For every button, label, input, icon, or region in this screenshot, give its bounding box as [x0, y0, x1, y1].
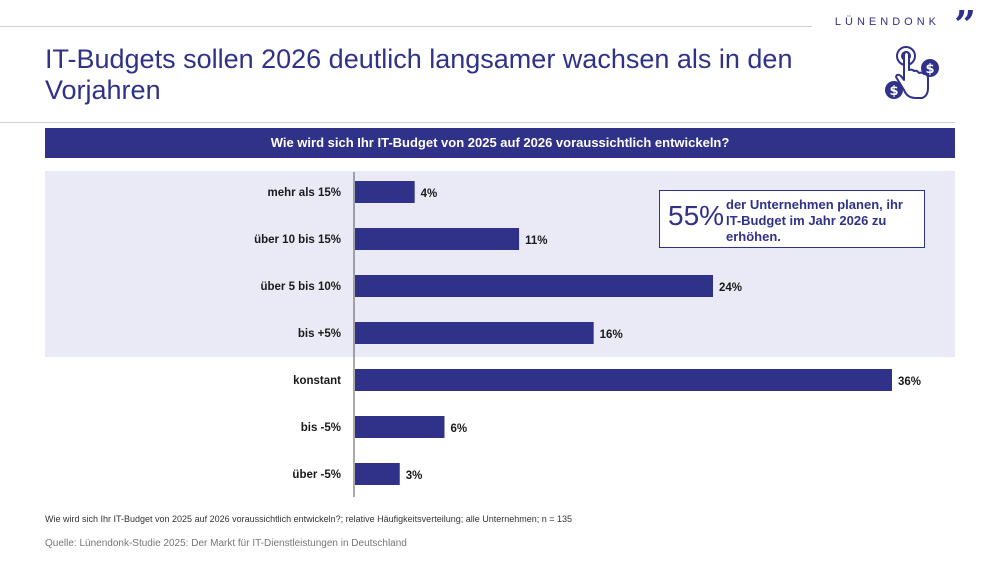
- svg-text:$: $: [889, 84, 898, 99]
- page-title: IT-Budgets sollen 2026 deutlich langsame…: [45, 44, 793, 105]
- category-label-6: über -5%: [292, 469, 341, 481]
- bar-0: [355, 181, 415, 203]
- svg-text:$: $: [925, 62, 934, 77]
- callout-text: der Unternehmen planen, ihr IT-Budget im…: [726, 197, 903, 244]
- value-label-0: 4%: [421, 188, 438, 200]
- top-divider: [0, 26, 812, 27]
- touch-money-icon: $ $: [885, 46, 939, 99]
- bar-1: [355, 228, 520, 250]
- category-label-1: über 10 bis 15%: [254, 234, 341, 246]
- title-divider: [0, 122, 955, 123]
- question-header: Wie wird sich Ihr IT-Budget von 2025 auf…: [45, 128, 955, 158]
- footnote: Wie wird sich Ihr IT-Budget von 2025 auf…: [45, 514, 573, 524]
- category-label-5: bis -5%: [301, 422, 341, 434]
- bar-5: [355, 416, 445, 438]
- value-label-6: 3%: [406, 470, 423, 482]
- value-label-2: 24%: [719, 282, 742, 294]
- category-label-3: bis +5%: [298, 328, 341, 340]
- bar-6: [355, 463, 400, 485]
- bar-4: [355, 369, 892, 391]
- value-label-1: 11%: [525, 235, 547, 247]
- brand-logo-text: LÜNENDONK: [834, 16, 940, 28]
- value-label-4: 36%: [898, 376, 921, 388]
- value-label-5: 6%: [451, 423, 468, 435]
- category-label-2: über 5 bis 10%: [260, 281, 341, 293]
- callout-percent: 55%: [668, 200, 725, 231]
- callout-box: 55% der Unternehmen planen, ihr IT-Budge…: [659, 190, 925, 248]
- category-label-4: konstant: [293, 375, 341, 387]
- brand-quote-mark: ”: [954, 2, 976, 47]
- value-label-3: 16%: [600, 329, 623, 341]
- source-note: Quelle: Lünendonk-Studie 2025: Der Markt…: [45, 538, 407, 549]
- bar-2: [355, 275, 713, 297]
- bar-3: [355, 322, 594, 344]
- category-label-0: mehr als 15%: [267, 187, 341, 199]
